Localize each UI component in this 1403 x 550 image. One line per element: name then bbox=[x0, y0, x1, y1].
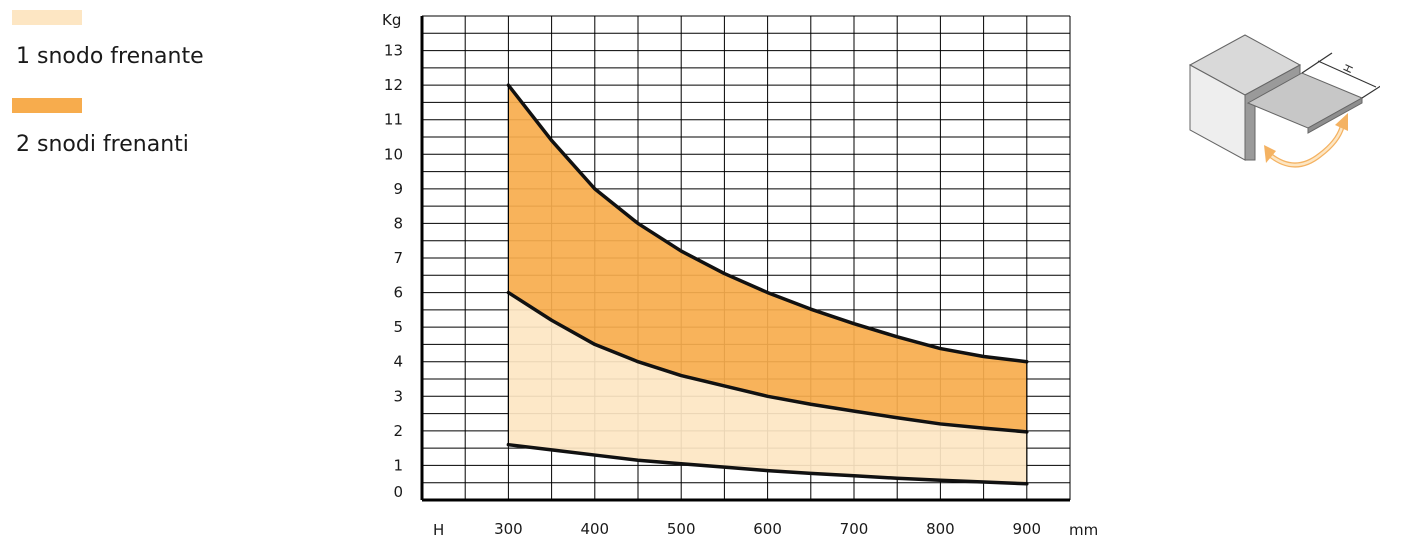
y-tick-label: 7 bbox=[393, 249, 403, 267]
h-dimension-label: H bbox=[1341, 62, 1356, 75]
curve-line-3 bbox=[506, 83, 1029, 364]
x-tick-label: 300 bbox=[494, 520, 523, 538]
x-tick-label: 600 bbox=[753, 520, 782, 538]
x-axis-unit: mm bbox=[1069, 521, 1098, 539]
curves bbox=[506, 83, 1029, 486]
y-tick-label: 3 bbox=[393, 387, 403, 405]
y-tick-label: 5 bbox=[393, 318, 403, 336]
y-axis-label: Kg bbox=[382, 11, 401, 29]
y-tick-label: 8 bbox=[393, 214, 403, 232]
x-axis-label: H bbox=[433, 521, 444, 539]
x-tick-label: 400 bbox=[580, 520, 609, 538]
y-tick-label: 9 bbox=[393, 180, 403, 198]
y-tick-label: 1 bbox=[393, 456, 403, 474]
areas bbox=[508, 85, 1027, 484]
y-tick-label: 6 bbox=[393, 284, 403, 302]
y-tick-label: 0 bbox=[393, 483, 403, 501]
x-tick-label: 500 bbox=[667, 520, 696, 538]
y-tick-label: 11 bbox=[384, 111, 403, 129]
y-tick-label: 2 bbox=[393, 422, 403, 440]
x-tick-label: 700 bbox=[840, 520, 869, 538]
legend-swatch-2-snodi bbox=[12, 98, 82, 113]
curve-line-2 bbox=[506, 290, 1029, 434]
x-tick-label: 800 bbox=[926, 520, 955, 538]
axes bbox=[420, 16, 1070, 502]
y-tick-label: 13 bbox=[384, 42, 403, 60]
flap-door-h-dimension-icon: H bbox=[1180, 25, 1391, 189]
area-series-2 bbox=[508, 85, 1027, 432]
legend-label-2-snodi: 2 snodi frenanti bbox=[16, 132, 189, 157]
area-series-1 bbox=[508, 292, 1027, 484]
legend-label-1-snodo: 1 snodo frenante bbox=[16, 44, 204, 69]
y-tick-label: 12 bbox=[384, 76, 403, 94]
y-tick-label: 10 bbox=[384, 145, 403, 163]
y-tick-label: 4 bbox=[393, 353, 403, 371]
x-tick-label: 900 bbox=[1012, 520, 1041, 538]
curve-line-1 bbox=[506, 442, 1029, 486]
legend-swatch-1-snodo bbox=[12, 10, 82, 25]
